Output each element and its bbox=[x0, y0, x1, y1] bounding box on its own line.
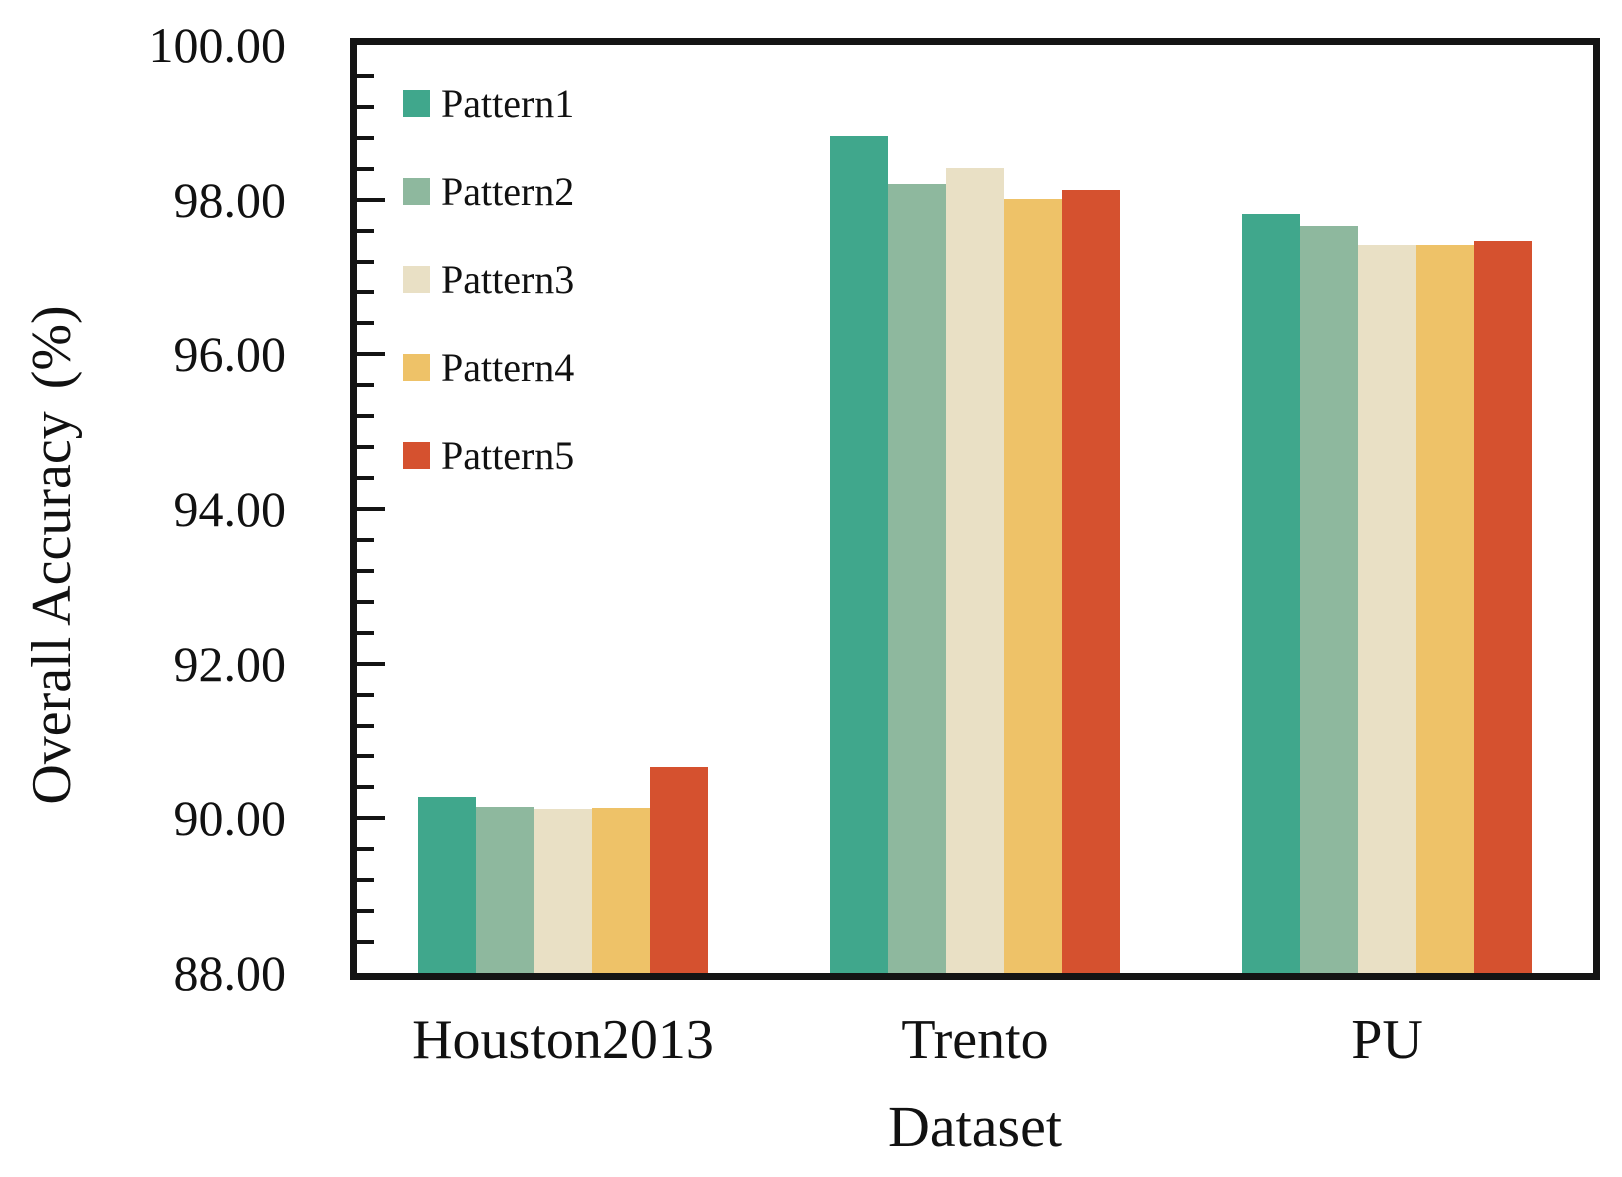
y-tick-mark bbox=[357, 290, 374, 295]
bar-houston2013-pattern2 bbox=[476, 806, 534, 973]
bar-houston2013-pattern4 bbox=[592, 808, 650, 973]
bar-trento-pattern3 bbox=[946, 167, 1004, 973]
bar-pu-pattern1 bbox=[1242, 213, 1300, 973]
y-tick-label: 90.00 bbox=[173, 790, 287, 847]
bar-pu-pattern2 bbox=[1300, 225, 1358, 973]
legend-label: Pattern3 bbox=[441, 256, 575, 302]
y-tick-mark bbox=[357, 445, 374, 450]
x-tick-label-trento: Trento bbox=[901, 1009, 1049, 1071]
y-tick-mark bbox=[357, 228, 374, 233]
bar-pu-pattern5 bbox=[1474, 241, 1532, 973]
y-tick-mark bbox=[357, 73, 374, 78]
x-tick-label-houston2013: Houston2013 bbox=[412, 1009, 714, 1071]
y-tick-label: 94.00 bbox=[173, 481, 287, 537]
y-tick-mark bbox=[357, 661, 385, 666]
bar-pu-pattern4 bbox=[1416, 245, 1474, 973]
legend-swatch-pattern5 bbox=[403, 441, 430, 469]
legend-swatch-pattern4 bbox=[403, 353, 430, 381]
y-tick-mark bbox=[357, 135, 374, 140]
y-tick-mark bbox=[357, 166, 374, 171]
legend-swatch-pattern2 bbox=[403, 177, 430, 205]
y-tick-mark bbox=[357, 878, 374, 883]
y-tick-mark bbox=[357, 476, 374, 481]
y-tick-mark bbox=[357, 785, 374, 790]
y-tick-mark bbox=[357, 630, 374, 635]
y-tick-mark bbox=[357, 909, 374, 914]
y-tick-mark bbox=[357, 321, 374, 326]
bar-houston2013-pattern1 bbox=[418, 796, 476, 973]
y-tick-mark bbox=[357, 537, 374, 542]
y-tick-mark bbox=[357, 847, 374, 852]
legend: Pattern1 Pattern2 Pattern3 Pattern4 Pattern5 bbox=[403, 59, 574, 499]
plot-area: Pattern1 Pattern2 Pattern3 Pattern4 Pattern5 bbox=[350, 38, 1600, 980]
y-tick-mark bbox=[357, 568, 374, 573]
legend-item-pattern2: Pattern2 bbox=[403, 147, 574, 235]
x-axis-title: Dataset bbox=[888, 1094, 1062, 1159]
y-tick-mark bbox=[357, 754, 374, 759]
y-tick-mark bbox=[357, 940, 374, 945]
y-tick-label: 100.00 bbox=[148, 17, 287, 73]
legend-item-pattern5: Pattern5 bbox=[403, 411, 574, 499]
bar-trento-pattern5 bbox=[1062, 189, 1120, 973]
y-tick-mark bbox=[357, 197, 385, 202]
y-tick-mark bbox=[357, 259, 374, 264]
bar-houston2013-pattern5 bbox=[650, 767, 708, 973]
y-tick-mark bbox=[357, 383, 374, 388]
legend-label: Pattern5 bbox=[441, 432, 575, 478]
y-tick-label: 92.00 bbox=[173, 635, 287, 692]
legend-swatch-pattern1 bbox=[403, 89, 430, 117]
y-tick-mark bbox=[357, 599, 374, 604]
y-tick-mark bbox=[357, 816, 385, 821]
bar-trento-pattern4 bbox=[1004, 198, 1062, 973]
bar-trento-pattern2 bbox=[888, 184, 946, 973]
bar-trento-pattern1 bbox=[830, 136, 888, 973]
bar-houston2013-pattern3 bbox=[534, 809, 592, 973]
legend-label: Pattern1 bbox=[441, 80, 575, 126]
y-tick-mark bbox=[357, 104, 374, 109]
legend-label: Pattern4 bbox=[441, 344, 575, 390]
legend-label: Pattern2 bbox=[441, 168, 575, 214]
y-tick-label: 88.00 bbox=[173, 945, 287, 1001]
y-axis-title-text: Overall Accuracy bbox=[21, 411, 83, 805]
x-tick-label-pu: PU bbox=[1351, 1009, 1423, 1071]
legend-item-pattern3: Pattern3 bbox=[403, 235, 574, 323]
y-tick-mark bbox=[357, 507, 385, 511]
y-tick-mark bbox=[357, 414, 374, 419]
y-tick-mark bbox=[357, 352, 385, 357]
legend-swatch-pattern3 bbox=[403, 265, 430, 293]
y-tick-label: 98.00 bbox=[173, 171, 287, 228]
y-tick-mark bbox=[357, 692, 374, 697]
legend-item-pattern1: Pattern1 bbox=[403, 59, 574, 147]
y-tick-mark bbox=[357, 723, 374, 728]
bar-pu-pattern3 bbox=[1358, 245, 1416, 973]
y-tick-label: 96.00 bbox=[173, 326, 287, 383]
legend-item-pattern4: Pattern4 bbox=[403, 323, 574, 411]
